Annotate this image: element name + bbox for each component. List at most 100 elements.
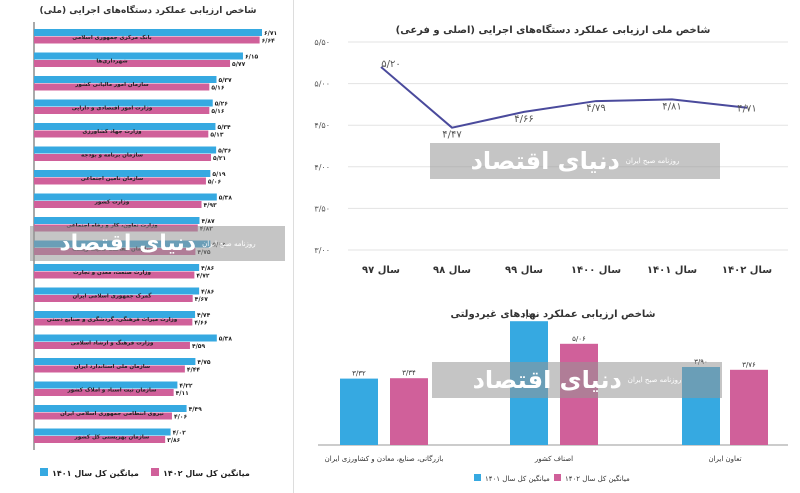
bar-1402	[730, 369, 768, 445]
value-label-1401: ۵/۱۹	[212, 171, 226, 178]
point-value-label: ۴/۷۱	[737, 104, 756, 115]
vbar-legend-label-1401: میانگین کل سال ۱۴۰۱	[485, 474, 550, 483]
value-label-1402: ۴/۵۹	[192, 343, 206, 350]
value-label-1402: ۵/۰۶	[208, 179, 222, 186]
category-label: وزارت میراث فرهنگی، گردشگری و صنایع دستی	[47, 316, 178, 323]
value-label-1402: ۳/۳۴	[402, 369, 416, 377]
value-label-1402: ۴/۴۴	[187, 367, 201, 374]
value-label-1402: ۶/۶۴	[262, 38, 276, 45]
vbar-legend-swatch-1401	[474, 474, 481, 481]
x-tick-label: سال ۹۷	[362, 265, 400, 276]
value-label-1401: ۶/۷۱	[264, 30, 277, 37]
bar-1401	[34, 193, 217, 201]
point-value-label: ۴/۶۶	[514, 114, 533, 125]
bar-1402	[34, 295, 193, 302]
x-tick-label: سال ۱۴۰۱	[647, 265, 697, 276]
category-label: وزارت جهاد کشاورزی	[82, 128, 142, 135]
bar-1401	[34, 52, 243, 60]
legend-swatch-1401	[40, 468, 48, 476]
category-label: سازمان ملی استاندارد ایران	[74, 364, 150, 370]
category-label: نیروی انتظامی جمهوری اسلامی ایران	[60, 411, 164, 417]
category-label: سازمان امور مالیاتی کشور	[74, 81, 148, 88]
value-label-1401: ۵/۳۷	[218, 77, 232, 84]
vbar-title: شاخص ارزیابی عملکرد نهادهای غیردولتی	[450, 309, 655, 320]
hbar-title: شاخص ارزیابی عملکرد دستگاه‌های اجرایی (م…	[40, 4, 257, 16]
value-label-1401: ۵/۳۸	[219, 336, 233, 343]
category-label: اصناف کشور	[534, 455, 573, 463]
point-value-label: ۴/۴۷	[442, 130, 462, 141]
vbar-legend-label-1402: میانگین کل سال ۱۴۰۲	[565, 474, 630, 483]
bar-1402	[34, 412, 172, 420]
x-tick-label: سال ۹۸	[433, 265, 471, 276]
bar-1401	[34, 428, 171, 436]
point-value-label: ۴/۸۱	[662, 101, 681, 112]
y-tick-label: ۴/۰۰	[314, 163, 330, 172]
value-label-1402: ۴/۶۷	[195, 296, 209, 303]
category-label: سازمان ثبت اسناد و املاک کشور	[67, 387, 157, 394]
y-tick-label: ۳/۰۰	[314, 246, 330, 255]
bar-1402	[34, 365, 185, 373]
x-tick-label: سال ۹۹	[505, 265, 543, 276]
y-tick-label: ۴/۵۰	[314, 121, 330, 130]
category-label: گمرک جمهوری اسلامی ایران	[72, 293, 152, 300]
vbar-legend-swatch-1402	[554, 474, 561, 481]
value-label-1402: ۴/۹۳	[204, 202, 218, 209]
bar-1402	[34, 154, 212, 161]
bar-1402	[34, 389, 174, 396]
value-label-1402: ۴/۰۶	[174, 414, 188, 421]
bar-1402	[34, 201, 202, 208]
bar-1402	[34, 342, 190, 349]
horizontal-bar-chart: شاخص ارزیابی عملکرد دستگاه‌های اجرایی (م…	[33, 4, 277, 478]
category-label: وزارت صنعت، معدن و تجارت	[73, 270, 152, 276]
value-label-1402: ۳/۷۶	[742, 361, 756, 369]
value-label-1401: ۴/۷۵	[197, 359, 211, 366]
bar-1401	[34, 287, 200, 295]
bar-1401	[34, 123, 216, 130]
x-tick-label: سال ۱۴۰۲	[722, 265, 772, 276]
category-label: بازرگانی، صنایع، معادن و کشاورزی ایران	[325, 454, 444, 463]
bar-1401	[34, 358, 196, 365]
line-title: شاخص ملی ارزیابی عملکرد دستگاه‌های اجرای…	[396, 23, 711, 36]
category-label: تعاون ایران	[708, 455, 741, 463]
value-label-1402: ۵/۷۷	[232, 61, 246, 68]
bar-1401	[34, 29, 262, 36]
value-label-1401: ۴/۴۹	[189, 406, 203, 413]
value-label-1402: ۵/۱۶	[211, 85, 225, 92]
watermark-top-right: دنیای اقتصاد روزنامه صبح ایران	[430, 143, 720, 179]
bar-1402	[34, 107, 210, 114]
x-tick-label: سال ۱۴۰۰	[571, 265, 621, 276]
value-label-1402: ۵/۰۶	[572, 335, 586, 343]
bar-1402	[34, 60, 231, 67]
legend-label-1401: میانگین کل سال ۱۴۰۱	[52, 468, 139, 478]
value-label-1402: ۴/۷۲	[196, 273, 210, 280]
bar-1401	[34, 146, 217, 154]
y-tick-label: ۵/۰۰	[314, 80, 330, 89]
bar-1401	[34, 99, 213, 107]
line-chart: شاخص ملی ارزیابی عملکرد دستگاه‌های اجرای…	[314, 23, 788, 276]
value-label-1402: ۴/۱۱	[176, 390, 189, 397]
category-label: شهرداری‌ها	[96, 59, 127, 65]
category-label: وزارت تعاون، کار و رفاه اجتماعی	[66, 222, 158, 229]
category-label: سازمان بهزیستی کل کشور	[74, 434, 150, 441]
value-label-1401: ۶/۱۹	[522, 312, 536, 320]
value-label-1401: ۳/۳۲	[352, 370, 366, 378]
bar-1402	[34, 177, 206, 185]
bar-1402	[34, 36, 260, 44]
bar-1402	[34, 83, 210, 91]
value-label-1401: ۵/۲۶	[215, 101, 229, 108]
value-label-1402: ۵/۱۳	[210, 132, 224, 139]
category-label: وزارت امور اقتصادی و دارایی	[72, 106, 153, 112]
value-label-1401: ۵/۳۸	[219, 195, 233, 202]
point-value-label: ۴/۷۹	[586, 103, 605, 114]
value-label-1401: ۴/۷۴	[197, 312, 211, 319]
category-label: سازمان برنامه و بودجه	[81, 153, 143, 159]
bar-1401	[34, 311, 196, 318]
category-label: سازمان تامین اجتماعی	[81, 176, 144, 182]
watermark-left: دنیای اقتصاد روزنامه صبح ایران	[30, 226, 285, 261]
value-label-1401: ۴/۸۶	[201, 289, 215, 296]
panel-divider	[293, 0, 294, 493]
bar-1402	[34, 318, 193, 326]
value-label-1401: ۴/۸۶	[201, 265, 215, 272]
watermark-bottom-right: دنیای اقتصاد روزنامه صبح ایران	[432, 362, 722, 398]
bar-1401	[34, 264, 200, 271]
